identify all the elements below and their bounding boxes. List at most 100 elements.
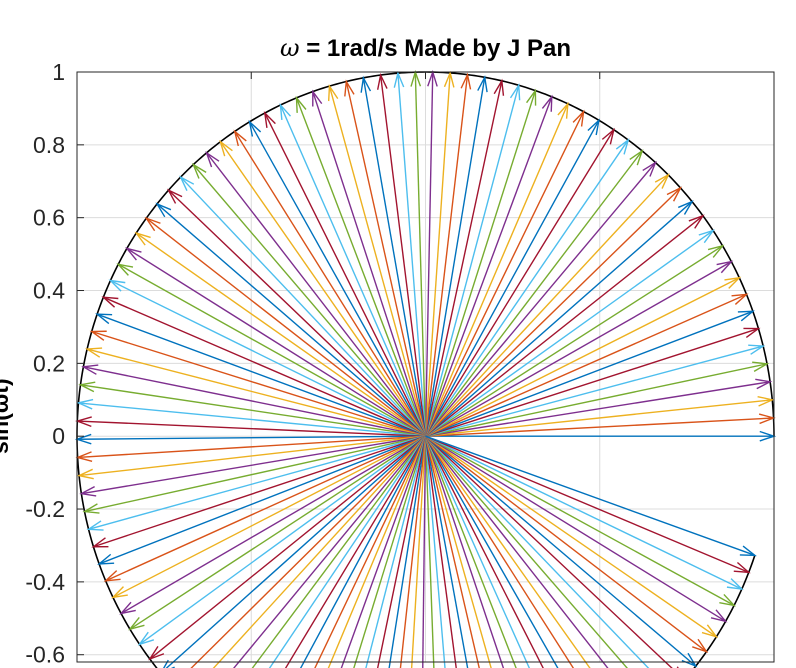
phasor-arrow <box>425 276 742 437</box>
phasor-arrow <box>95 313 426 437</box>
title-omega: ω <box>280 34 300 62</box>
phasor-arrow <box>425 361 770 437</box>
y-axis-label: sin(ωt) <box>0 378 13 454</box>
phasor-arrow <box>424 436 492 668</box>
y-tick-label: 0.6 <box>33 205 65 231</box>
y-tick-label: 0.4 <box>33 278 65 304</box>
chart-title: ω = 1rad/s Made by J Pan <box>280 34 571 62</box>
phasor-arrow <box>424 435 544 668</box>
phasor-arrow <box>124 247 426 437</box>
phasor-arrow <box>424 435 531 668</box>
phasor-arrow <box>344 79 427 437</box>
phasor-arrow <box>410 436 427 668</box>
phasor-arrow <box>425 395 775 437</box>
phasor-arrow <box>268 435 427 668</box>
y-tick-label: -0.6 <box>25 642 65 668</box>
phasor-arrow <box>424 435 609 668</box>
phasor-arrow <box>219 139 427 437</box>
phasor-arrow <box>424 109 585 437</box>
phasor-arrow <box>425 260 734 437</box>
phasor-arrow <box>97 435 426 565</box>
phasor-arrow <box>422 436 427 668</box>
phasor-arrow <box>78 381 426 437</box>
phasor-arrow <box>424 149 644 437</box>
phasor-arrow <box>424 70 455 437</box>
phasor-arrow <box>425 435 679 668</box>
phasor-arrow <box>263 111 427 437</box>
phasor-arrow <box>424 436 435 668</box>
phasor-arrow <box>425 186 683 437</box>
y-tick-label: 0.8 <box>33 132 65 158</box>
phasor-arrow <box>376 436 427 668</box>
phasor-arrow <box>360 75 427 437</box>
phasor-arrow <box>251 435 427 668</box>
y-tick-label: -0.2 <box>25 496 65 522</box>
unit-circle-trace <box>76 71 775 668</box>
phasor-arrow <box>327 435 427 668</box>
phasor-arrow <box>103 435 426 582</box>
phasor-arrow <box>233 129 427 437</box>
phasor-arrow <box>137 435 426 646</box>
phasor-arrow <box>424 435 559 668</box>
phasor-arrow <box>393 70 427 437</box>
phasor-arrow <box>134 231 426 437</box>
phasor-arrow <box>424 83 521 437</box>
phasor-arrow <box>76 435 426 480</box>
phasor-arrow <box>81 364 426 437</box>
phasor-arrow <box>75 435 426 462</box>
phasor-arrow <box>76 398 426 437</box>
phasor-arrow <box>116 263 426 437</box>
phasor-arrow <box>162 435 426 668</box>
phasor-arrow <box>128 435 426 631</box>
phasor-arrow <box>424 435 575 668</box>
phasor-arrow <box>425 435 757 557</box>
phasor-arrow <box>91 435 426 548</box>
phasor-arrow <box>424 173 670 437</box>
phasor-arrows <box>74 69 777 668</box>
phasor-arrow <box>299 435 427 668</box>
phasor-arrow <box>425 435 709 654</box>
phasor-arrow <box>424 435 517 668</box>
phasor-arrow <box>111 435 426 599</box>
phasor-arrow <box>424 101 569 437</box>
phasor-arrow <box>424 88 537 437</box>
phasor-arrow <box>425 244 725 437</box>
phasor-arrow <box>155 202 426 437</box>
phasor-arrow <box>340 435 427 668</box>
phasor-arrow <box>425 229 715 437</box>
phasor-arrow <box>424 435 628 668</box>
phasor-arrow <box>425 344 766 437</box>
trace-path <box>76 71 775 668</box>
phasor-arrow <box>424 436 469 668</box>
phasor-arrow <box>425 200 694 437</box>
phasor-arrow <box>424 436 480 668</box>
phasor-arrow <box>425 293 749 437</box>
phasor-arrow <box>191 162 427 437</box>
phasor-arrow <box>119 435 426 615</box>
phasor-arrow <box>424 435 650 668</box>
phasor-arrow <box>424 94 553 437</box>
phasor-arrow <box>284 435 427 668</box>
y-tick-label: 1 <box>52 59 65 85</box>
phasor-arrow <box>312 89 427 437</box>
phasor-arrow <box>84 347 426 437</box>
phasor-arrow <box>166 188 426 437</box>
phasor-arrow <box>424 75 488 437</box>
phasor-arrow <box>148 435 426 661</box>
phasor-arrow <box>425 327 761 437</box>
phasor-arrow <box>190 435 426 668</box>
phasor-arrow <box>425 435 751 574</box>
phasor-arrow <box>425 310 755 437</box>
phasor-arrow <box>314 435 427 668</box>
phasor-arrow <box>248 119 427 437</box>
phasor-arrow <box>399 436 427 668</box>
phasor-arrow <box>424 435 505 668</box>
phasor-arrow <box>376 72 427 437</box>
phasor-arrow <box>108 279 426 437</box>
phasor-arrow <box>327 83 427 437</box>
phasor-arrow <box>424 435 591 668</box>
y-tick-label: 0.2 <box>33 350 65 376</box>
phasor-arrow <box>86 435 426 531</box>
phasor-arrow <box>425 435 737 607</box>
